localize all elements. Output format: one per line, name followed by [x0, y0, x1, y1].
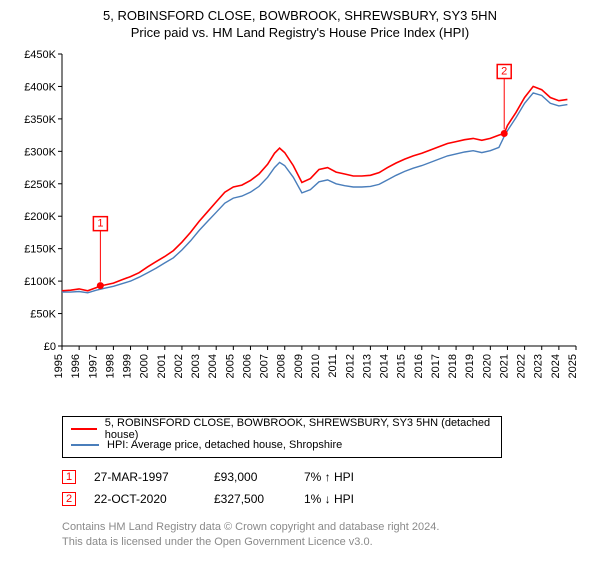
svg-text:2016: 2016 [413, 354, 425, 378]
footer-attribution: Contains HM Land Registry data © Crown c… [62, 520, 584, 550]
svg-text:2025: 2025 [567, 354, 579, 378]
svg-text:1996: 1996 [70, 354, 82, 378]
svg-text:2023: 2023 [533, 354, 545, 378]
svg-text:2020: 2020 [481, 354, 493, 378]
svg-text:2007: 2007 [259, 354, 271, 378]
svg-text:2009: 2009 [293, 354, 305, 378]
svg-text:2012: 2012 [344, 354, 356, 378]
svg-text:1997: 1997 [87, 354, 99, 378]
svg-text:2024: 2024 [550, 354, 562, 378]
legend-swatch [71, 444, 99, 446]
svg-text:£50K: £50K [30, 309, 56, 321]
svg-text:2010: 2010 [310, 354, 322, 378]
svg-text:1: 1 [97, 218, 103, 230]
svg-text:£250K: £250K [24, 179, 56, 191]
svg-text:2003: 2003 [190, 354, 202, 378]
event-marker-icon: 1 [62, 470, 76, 484]
svg-text:2004: 2004 [207, 354, 219, 378]
footer-line: Contains HM Land Registry data © Crown c… [62, 520, 584, 535]
svg-text:2001: 2001 [156, 354, 168, 378]
svg-text:£400K: £400K [24, 81, 56, 93]
title-line-1: 5, ROBINSFORD CLOSE, BOWBROOK, SHREWSBUR… [16, 8, 584, 23]
svg-text:1999: 1999 [122, 354, 134, 378]
svg-text:2000: 2000 [139, 354, 151, 378]
svg-text:£350K: £350K [24, 114, 56, 126]
svg-text:2013: 2013 [361, 354, 373, 378]
svg-text:2: 2 [501, 65, 507, 77]
svg-text:£100K: £100K [24, 276, 56, 288]
legend-label: 5, ROBINSFORD CLOSE, BOWBROOK, SHREWSBUR… [105, 417, 493, 441]
svg-text:1995: 1995 [53, 354, 65, 378]
svg-text:£300K: £300K [24, 146, 56, 158]
event-list: 1 27-MAR-1997 £93,000 7% ↑ HPI 2 22-OCT-… [62, 466, 584, 510]
event-date: 22-OCT-2020 [94, 492, 214, 506]
svg-text:1998: 1998 [104, 354, 116, 378]
svg-text:2018: 2018 [447, 354, 459, 378]
title-line-2: Price paid vs. HM Land Registry's House … [16, 25, 584, 40]
svg-text:2022: 2022 [516, 354, 528, 378]
svg-text:2002: 2002 [173, 354, 185, 378]
legend: 5, ROBINSFORD CLOSE, BOWBROOK, SHREWSBUR… [62, 416, 502, 458]
svg-text:£150K: £150K [24, 244, 56, 256]
svg-text:£200K: £200K [24, 211, 56, 223]
event-marker-icon: 2 [62, 492, 76, 506]
svg-text:2019: 2019 [464, 354, 476, 378]
legend-swatch [71, 428, 97, 430]
footer-line: This data is licensed under the Open Gov… [62, 535, 584, 550]
svg-text:2014: 2014 [379, 354, 391, 378]
svg-text:2017: 2017 [430, 354, 442, 378]
event-diff: 1% ↓ HPI [304, 492, 354, 506]
chart-area: £0 £50K £100K £150K £200K £250K £300K £350K £400… [16, 46, 584, 406]
svg-text:2021: 2021 [498, 354, 510, 378]
event-row: 1 27-MAR-1997 £93,000 7% ↑ HPI [62, 466, 584, 488]
event-price: £93,000 [214, 470, 304, 484]
legend-item: 5, ROBINSFORD CLOSE, BOWBROOK, SHREWSBUR… [71, 421, 493, 437]
event-date: 27-MAR-1997 [94, 470, 214, 484]
svg-text:2006: 2006 [241, 354, 253, 378]
legend-label: HPI: Average price, detached house, Shro… [107, 439, 342, 451]
event-diff: 7% ↑ HPI [304, 470, 354, 484]
line-chart-svg: £0 £50K £100K £150K £200K £250K £300K £350K £400… [16, 46, 584, 406]
svg-text:2008: 2008 [276, 354, 288, 378]
event-row: 2 22-OCT-2020 £327,500 1% ↓ HPI [62, 488, 584, 510]
svg-text:£0: £0 [44, 341, 56, 353]
svg-text:2011: 2011 [327, 354, 339, 378]
svg-text:£450K: £450K [24, 49, 56, 61]
chart-container: 5, ROBINSFORD CLOSE, BOWBROOK, SHREWSBUR… [0, 0, 600, 562]
svg-text:2005: 2005 [224, 354, 236, 378]
svg-text:2015: 2015 [396, 354, 408, 378]
event-price: £327,500 [214, 492, 304, 506]
